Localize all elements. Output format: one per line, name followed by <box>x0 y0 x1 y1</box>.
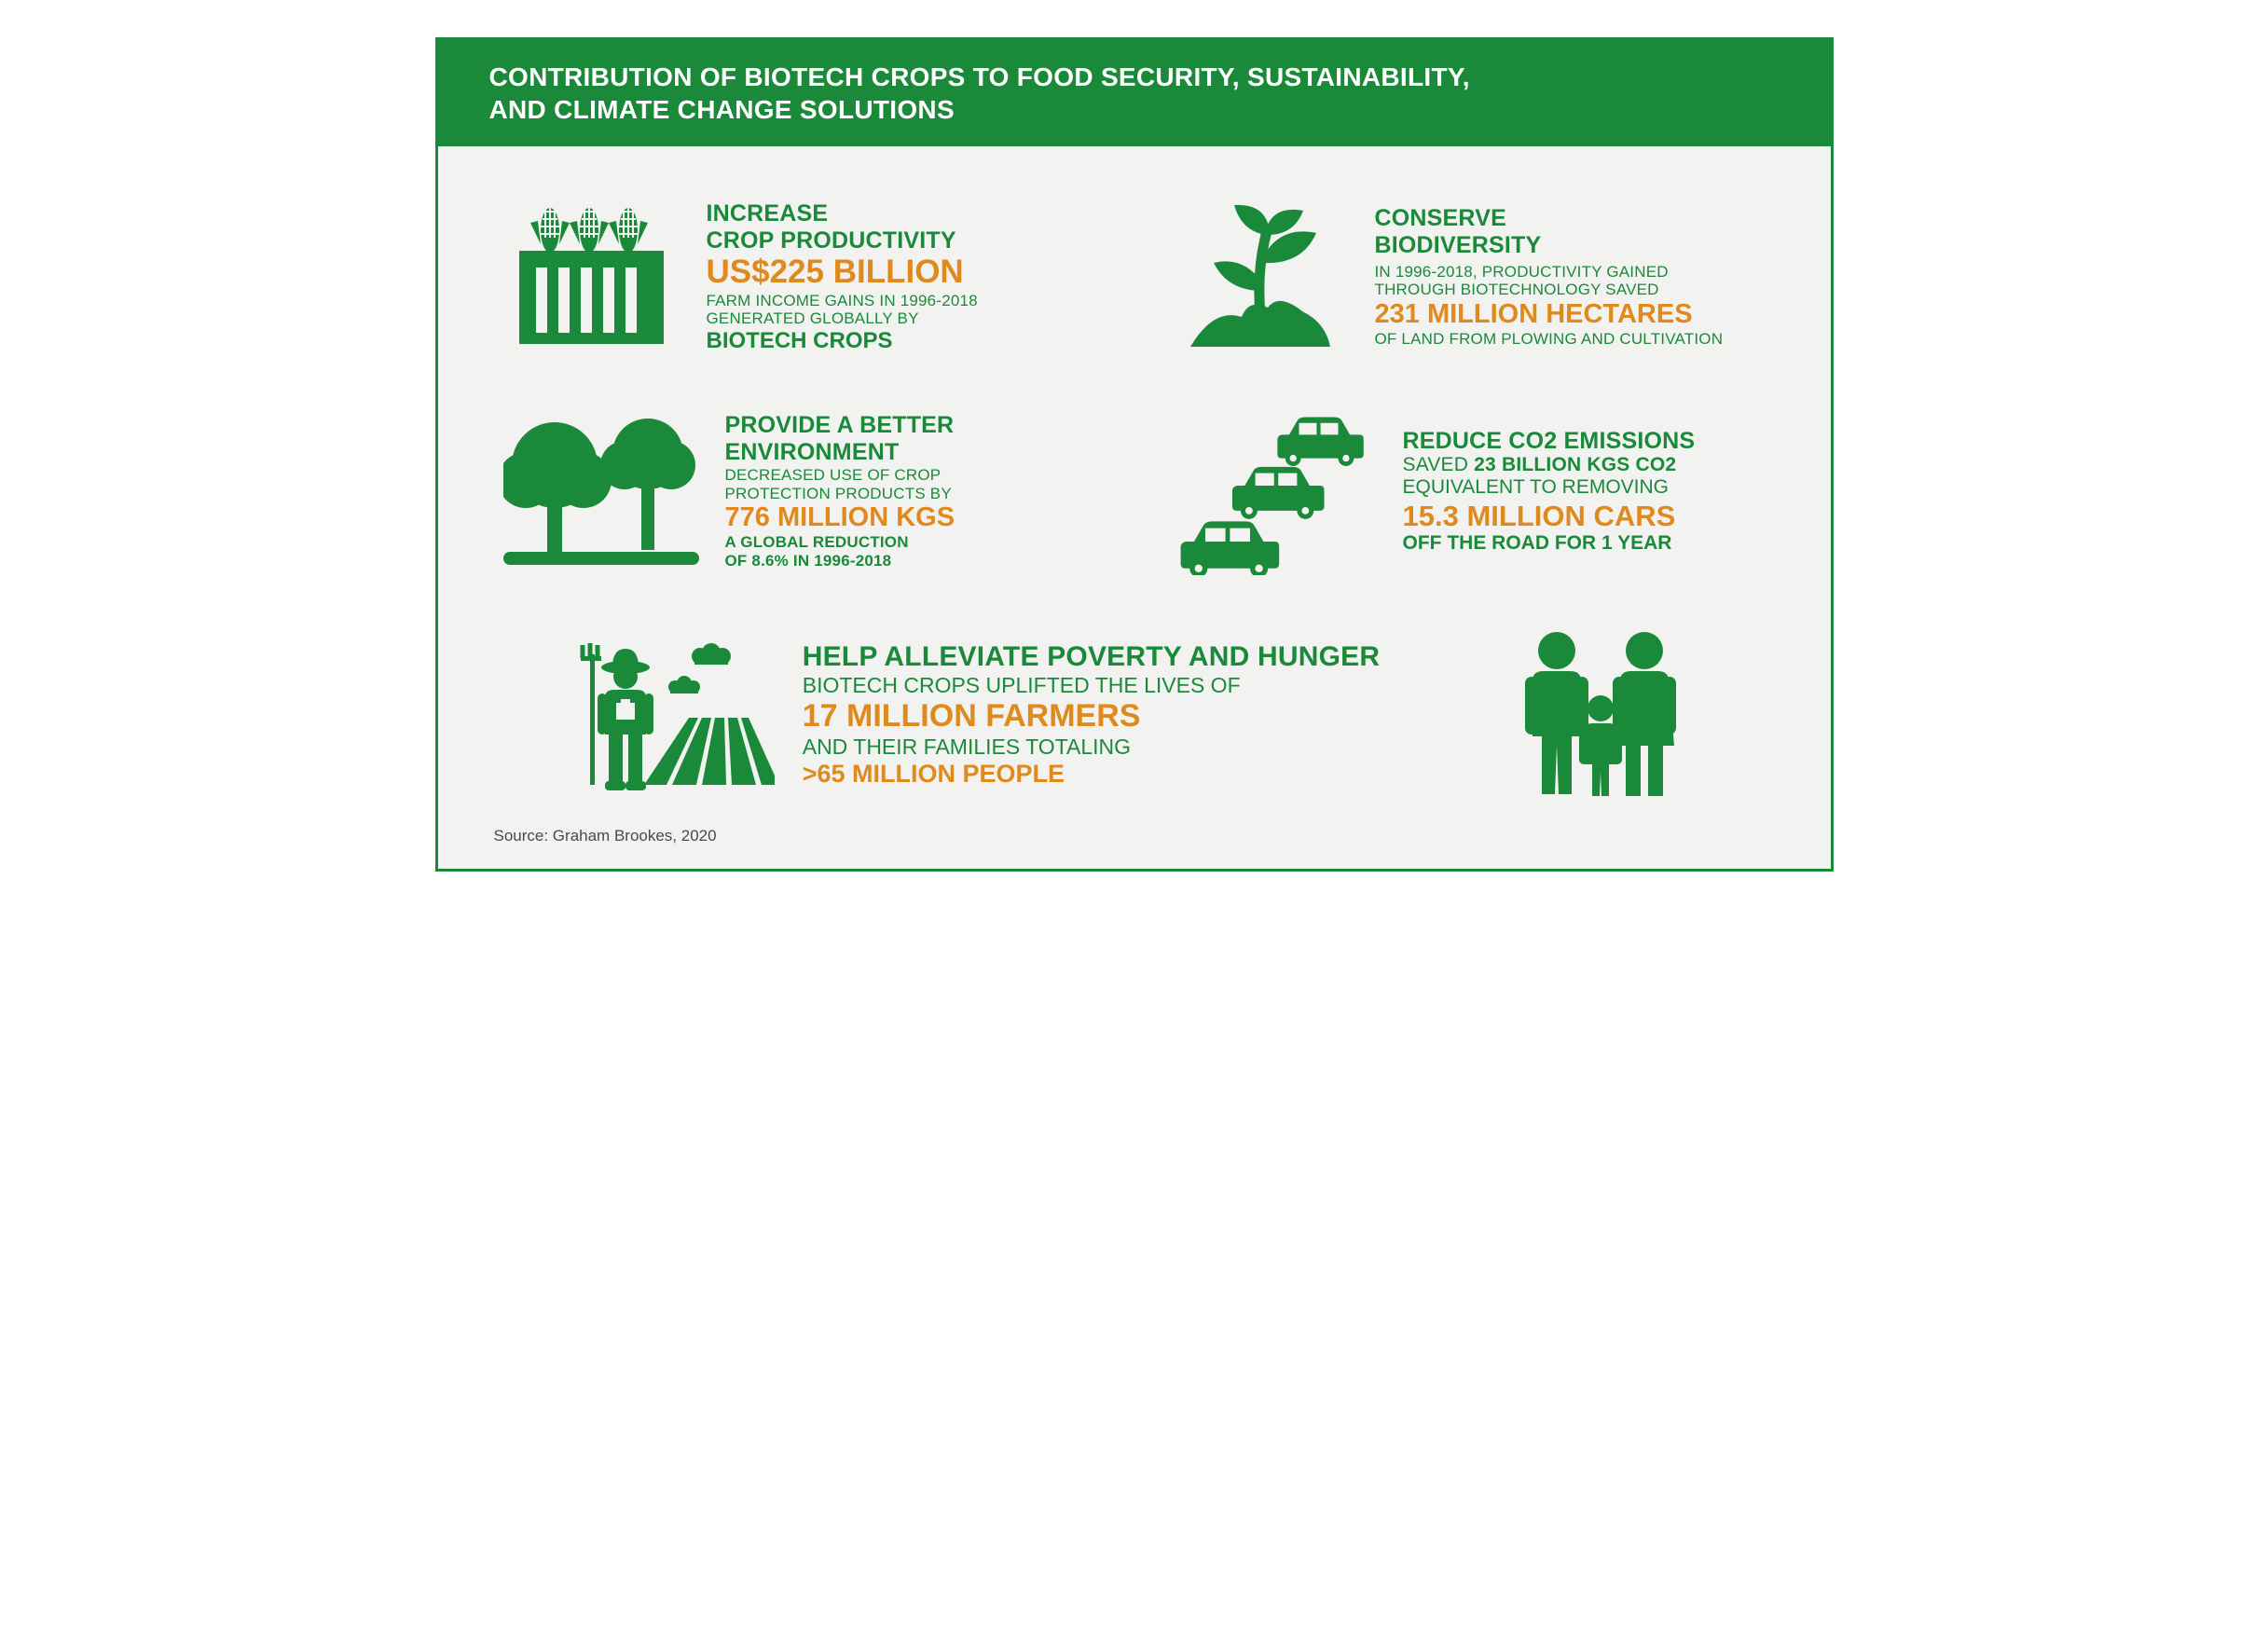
infographic-frame: CONTRIBUTION OF BIOTECH CROPS TO FOOD SE… <box>435 37 1834 872</box>
productivity-line-3: BIOTECH CROPS <box>707 328 1097 354</box>
biodiversity-line-1: IN 1996-2018, PRODUCTIVITY GAINED <box>1375 263 1766 281</box>
farmer-icon <box>579 626 775 803</box>
productivity-stat: US$225 BILLION <box>707 254 1097 291</box>
productivity-title-2: CROP PRODUCTIVITY <box>707 227 1097 254</box>
environment-title-1: PROVIDE A BETTER <box>725 412 1097 439</box>
co2-line-3: OFF THE ROAD FOR 1 YEAR <box>1403 532 1766 555</box>
row-2: PROVIDE A BETTER ENVIRONMENT DECREASED U… <box>503 407 1766 575</box>
co2-title: REDUCE CO2 EMISSIONS <box>1403 428 1766 455</box>
poverty-text: HELP ALLEVIATE POVERTY AND HUNGER BIOTEC… <box>803 641 1485 789</box>
co2-line-1b: 23 BILLION KGS CO2 <box>1474 454 1676 475</box>
biodiversity-title-1: CONSERVE <box>1375 205 1766 232</box>
biodiversity-stat: 231 MILLION HECTARES <box>1375 299 1766 330</box>
header-line-1: CONTRIBUTION OF BIOTECH CROPS TO FOOD SE… <box>489 61 1794 93</box>
biodiversity-text: CONSERVE BIODIVERSITY IN 1996-2018, PROD… <box>1375 205 1766 348</box>
environment-line-3: A GLOBAL REDUCTION <box>725 533 1097 552</box>
row-1: INCREASE CROP PRODUCTIVITY US$225 BILLIO… <box>503 198 1766 356</box>
environment-text: PROVIDE A BETTER ENVIRONMENT DECREASED U… <box>725 412 1097 570</box>
productivity-text: INCREASE CROP PRODUCTIVITY US$225 BILLIO… <box>707 200 1097 353</box>
productivity-line-1: FARM INCOME GAINS IN 1996-2018 <box>707 292 1097 310</box>
co2-stat: 15.3 MILLION CARS <box>1403 500 1766 533</box>
co2-line-1: SAVED 23 BILLION KGS CO2 <box>1403 454 1766 476</box>
environment-line-2: PROTECTION PRODUCTS BY <box>725 485 1097 503</box>
trees-icon <box>503 407 699 575</box>
block-biodiversity: CONSERVE BIODIVERSITY IN 1996-2018, PROD… <box>1172 198 1766 356</box>
block-productivity: INCREASE CROP PRODUCTIVITY US$225 BILLIO… <box>503 198 1097 356</box>
co2-line-2: EQUIVALENT TO REMOVING <box>1403 476 1766 499</box>
productivity-title-1: INCREASE <box>707 200 1097 227</box>
biodiversity-line-2: THROUGH BIOTECHNOLOGY SAVED <box>1375 281 1766 299</box>
biodiversity-line-3: OF LAND FROM PLOWING AND CULTIVATION <box>1375 330 1766 349</box>
environment-line-4: OF 8.6% IN 1996-2018 <box>725 552 1097 570</box>
block-poverty: HELP ALLEVIATE POVERTY AND HUNGER BIOTEC… <box>579 626 1690 803</box>
co2-line-1a: SAVED <box>1403 454 1475 475</box>
header-line-2: AND CLIMATE CHANGE SOLUTIONS <box>489 93 1794 126</box>
environment-line-1: DECREASED USE OF CROP <box>725 466 1097 485</box>
poverty-title: HELP ALLEVIATE POVERTY AND HUNGER <box>803 641 1485 673</box>
biodiversity-title-2: BIODIVERSITY <box>1375 232 1766 259</box>
environment-stat: 776 MILLION KGS <box>725 502 1097 533</box>
productivity-line-2: GENERATED GLOBALLY BY <box>707 309 1097 328</box>
source-text: Source: Graham Brookes, 2020 <box>494 827 1766 845</box>
poverty-stat: 17 MILLION FARMERS <box>803 698 1485 735</box>
cars-icon <box>1172 407 1377 575</box>
header-bar: CONTRIBUTION OF BIOTECH CROPS TO FOOD SE… <box>438 40 1831 146</box>
poverty-line-2: AND THEIR FAMILIES TOTALING <box>803 735 1485 760</box>
sprout-icon <box>1172 198 1349 356</box>
block-co2: REDUCE CO2 EMISSIONS SAVED 23 BILLION KG… <box>1172 407 1766 575</box>
content-area: INCREASE CROP PRODUCTIVITY US$225 BILLIO… <box>438 146 1831 869</box>
poverty-stat-2: >65 MILLION PEOPLE <box>803 760 1485 789</box>
block-environment: PROVIDE A BETTER ENVIRONMENT DECREASED U… <box>503 407 1097 575</box>
family-icon <box>1512 626 1689 803</box>
environment-title-2: ENVIRONMENT <box>725 439 1097 466</box>
co2-text: REDUCE CO2 EMISSIONS SAVED 23 BILLION KG… <box>1403 428 1766 556</box>
crate-corn-icon <box>503 202 680 351</box>
poverty-line-1: BIOTECH CROPS UPLIFTED THE LIVES OF <box>803 673 1485 698</box>
